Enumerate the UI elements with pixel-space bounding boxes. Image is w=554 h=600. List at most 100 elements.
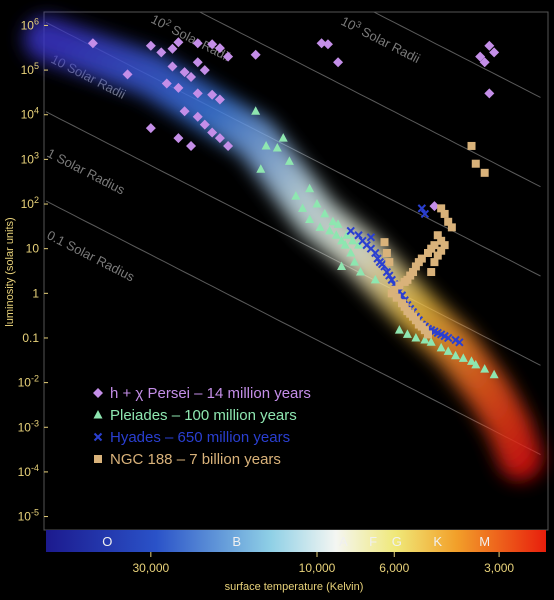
legend: h + χ Persei – 14 million years Pleiades … — [93, 385, 311, 468]
radius-line — [198, 12, 541, 188]
data-point — [186, 140, 197, 151]
data-point — [387, 275, 396, 285]
spectral-class-label: O — [102, 534, 112, 549]
legend-label: NGC 188 – 7 billion years — [110, 451, 281, 468]
data-point — [173, 82, 184, 93]
radius-line — [46, 200, 541, 456]
data-point — [298, 203, 308, 212]
data-point — [440, 209, 449, 218]
data-point — [479, 57, 490, 68]
legend-marker — [93, 410, 103, 419]
spectral-class-label: G — [392, 534, 402, 549]
data-point — [342, 230, 352, 239]
data-point — [305, 183, 315, 193]
x-axis-ticks: 30,000 10,000 6,000 3,000 — [132, 552, 514, 575]
data-point — [437, 204, 446, 213]
data-point — [312, 199, 322, 208]
legend-marker — [94, 455, 102, 463]
x-tick-label: 3,000 — [484, 561, 514, 575]
data-point — [173, 133, 184, 144]
y-axis-label: luminosity (solar units) — [4, 217, 16, 326]
data-point — [370, 274, 380, 284]
data-point — [199, 119, 210, 130]
data-point — [380, 238, 389, 247]
data-point — [305, 214, 315, 224]
data-point — [427, 244, 436, 253]
data-point — [333, 219, 343, 228]
data-point — [406, 271, 415, 280]
spectral-gradient — [46, 530, 546, 552]
data-point — [350, 257, 360, 266]
data-point — [484, 88, 495, 99]
data-point — [467, 356, 477, 365]
data-point — [437, 246, 446, 255]
data-point — [223, 51, 234, 62]
data-point — [387, 289, 396, 298]
data-point — [429, 201, 440, 212]
data-point — [192, 57, 203, 68]
data-point — [256, 164, 266, 173]
data-point — [411, 316, 420, 325]
series-triangle — [251, 106, 499, 379]
data-point — [145, 123, 156, 134]
data-point — [426, 337, 436, 346]
data-point — [192, 111, 203, 122]
data-point — [395, 281, 404, 290]
data-point — [348, 235, 358, 245]
data-point — [443, 346, 453, 355]
y-tick-label: 0.1 — [22, 331, 39, 345]
data-point — [471, 359, 481, 369]
data-point — [320, 208, 330, 218]
spectral-class-label: B — [232, 534, 241, 549]
data-point — [156, 47, 167, 58]
data-point — [207, 39, 218, 50]
data-points — [87, 37, 500, 379]
data-point — [440, 241, 449, 250]
data-point — [315, 222, 325, 231]
legend-label: Hyades – 650 million years — [110, 429, 290, 446]
data-point — [192, 88, 203, 99]
data-point — [371, 248, 380, 258]
data-point — [382, 249, 391, 258]
data-point — [325, 225, 335, 235]
data-point — [167, 61, 178, 72]
data-point — [420, 209, 430, 219]
data-point — [377, 259, 387, 269]
data-point — [489, 47, 500, 58]
data-point — [322, 39, 333, 50]
data-point — [458, 353, 468, 362]
radius-line — [372, 12, 541, 98]
x-tick-label: 6,000 — [379, 561, 409, 575]
series-diamond — [87, 37, 500, 212]
data-point — [272, 142, 282, 152]
x-tick-label: 10,000 — [299, 561, 336, 575]
data-point — [420, 326, 429, 335]
data-point — [433, 231, 442, 240]
data-point — [385, 271, 394, 280]
data-point — [354, 231, 363, 240]
data-point — [284, 156, 294, 165]
data-point — [207, 127, 218, 138]
data-point — [337, 261, 347, 270]
data-point — [346, 248, 356, 257]
data-point — [489, 369, 499, 379]
data-point — [417, 204, 427, 213]
data-point — [214, 43, 225, 54]
data-point — [223, 140, 234, 151]
data-point — [451, 350, 461, 360]
data-point — [392, 293, 401, 302]
data-point — [433, 251, 442, 260]
data-point — [480, 168, 489, 177]
data-point — [402, 329, 412, 338]
data-point — [354, 240, 364, 249]
data-point — [207, 89, 218, 100]
spectral-class-label: F — [369, 534, 377, 549]
data-point — [328, 216, 338, 226]
data-point — [356, 267, 366, 276]
spectral-class-label: M — [479, 534, 490, 549]
legend-marker — [93, 388, 103, 398]
